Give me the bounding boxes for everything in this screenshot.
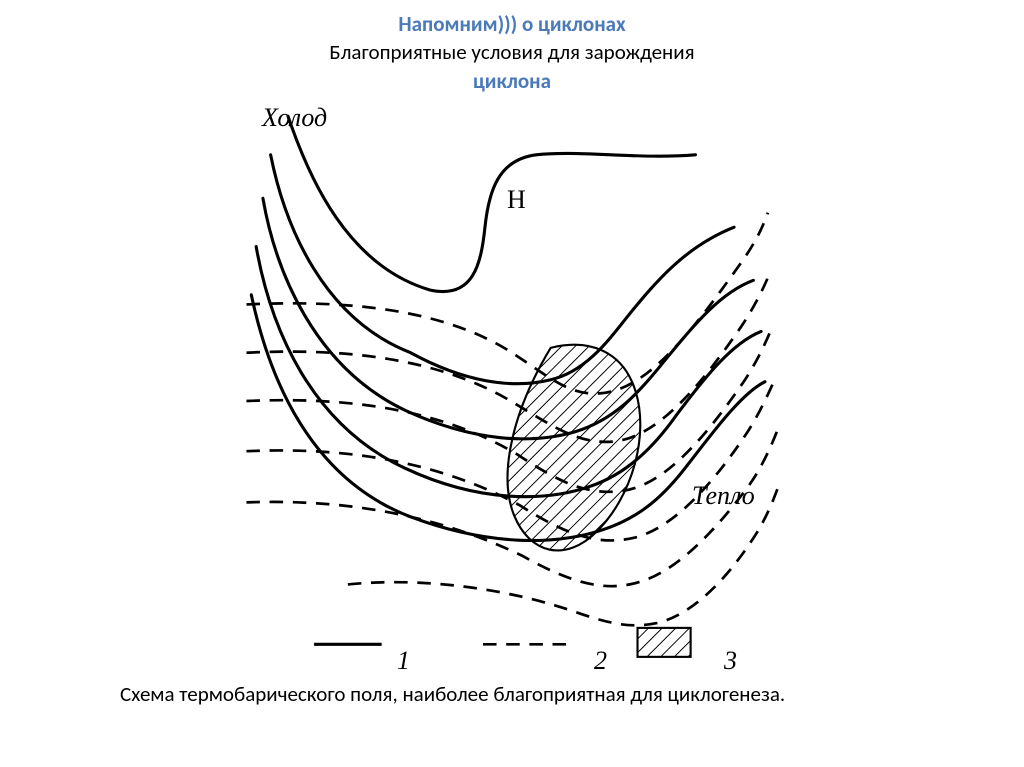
label-low: Н	[507, 185, 526, 215]
title-line-1: Напомним))) о циклонах	[398, 11, 625, 37]
label-warm: Тепло	[692, 481, 755, 511]
header: Напомним))) о циклонах Благоприятные усл…	[0, 10, 1024, 95]
label-cold: Холод	[262, 103, 327, 133]
diagram-container: Холод Н Тепло 1 2 3	[0, 101, 1024, 651]
diagram: Холод Н Тепло 1 2 3	[232, 101, 792, 651]
legend-key-2: 2	[594, 646, 607, 676]
title-line-3: циклона	[473, 68, 551, 94]
title-line-2: Благоприятные условия для зарождения	[329, 39, 694, 65]
legend-key-3: 3	[724, 646, 737, 676]
legend-key-1: 1	[397, 646, 410, 676]
